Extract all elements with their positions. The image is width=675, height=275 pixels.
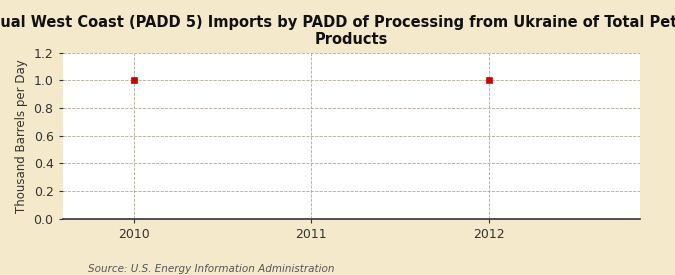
Text: Source: U.S. Energy Information Administration: Source: U.S. Energy Information Administ… [88, 264, 334, 274]
Title: Annual West Coast (PADD 5) Imports by PADD of Processing from Ukraine of Total P: Annual West Coast (PADD 5) Imports by PA… [0, 15, 675, 47]
Y-axis label: Thousand Barrels per Day: Thousand Barrels per Day [15, 59, 28, 213]
